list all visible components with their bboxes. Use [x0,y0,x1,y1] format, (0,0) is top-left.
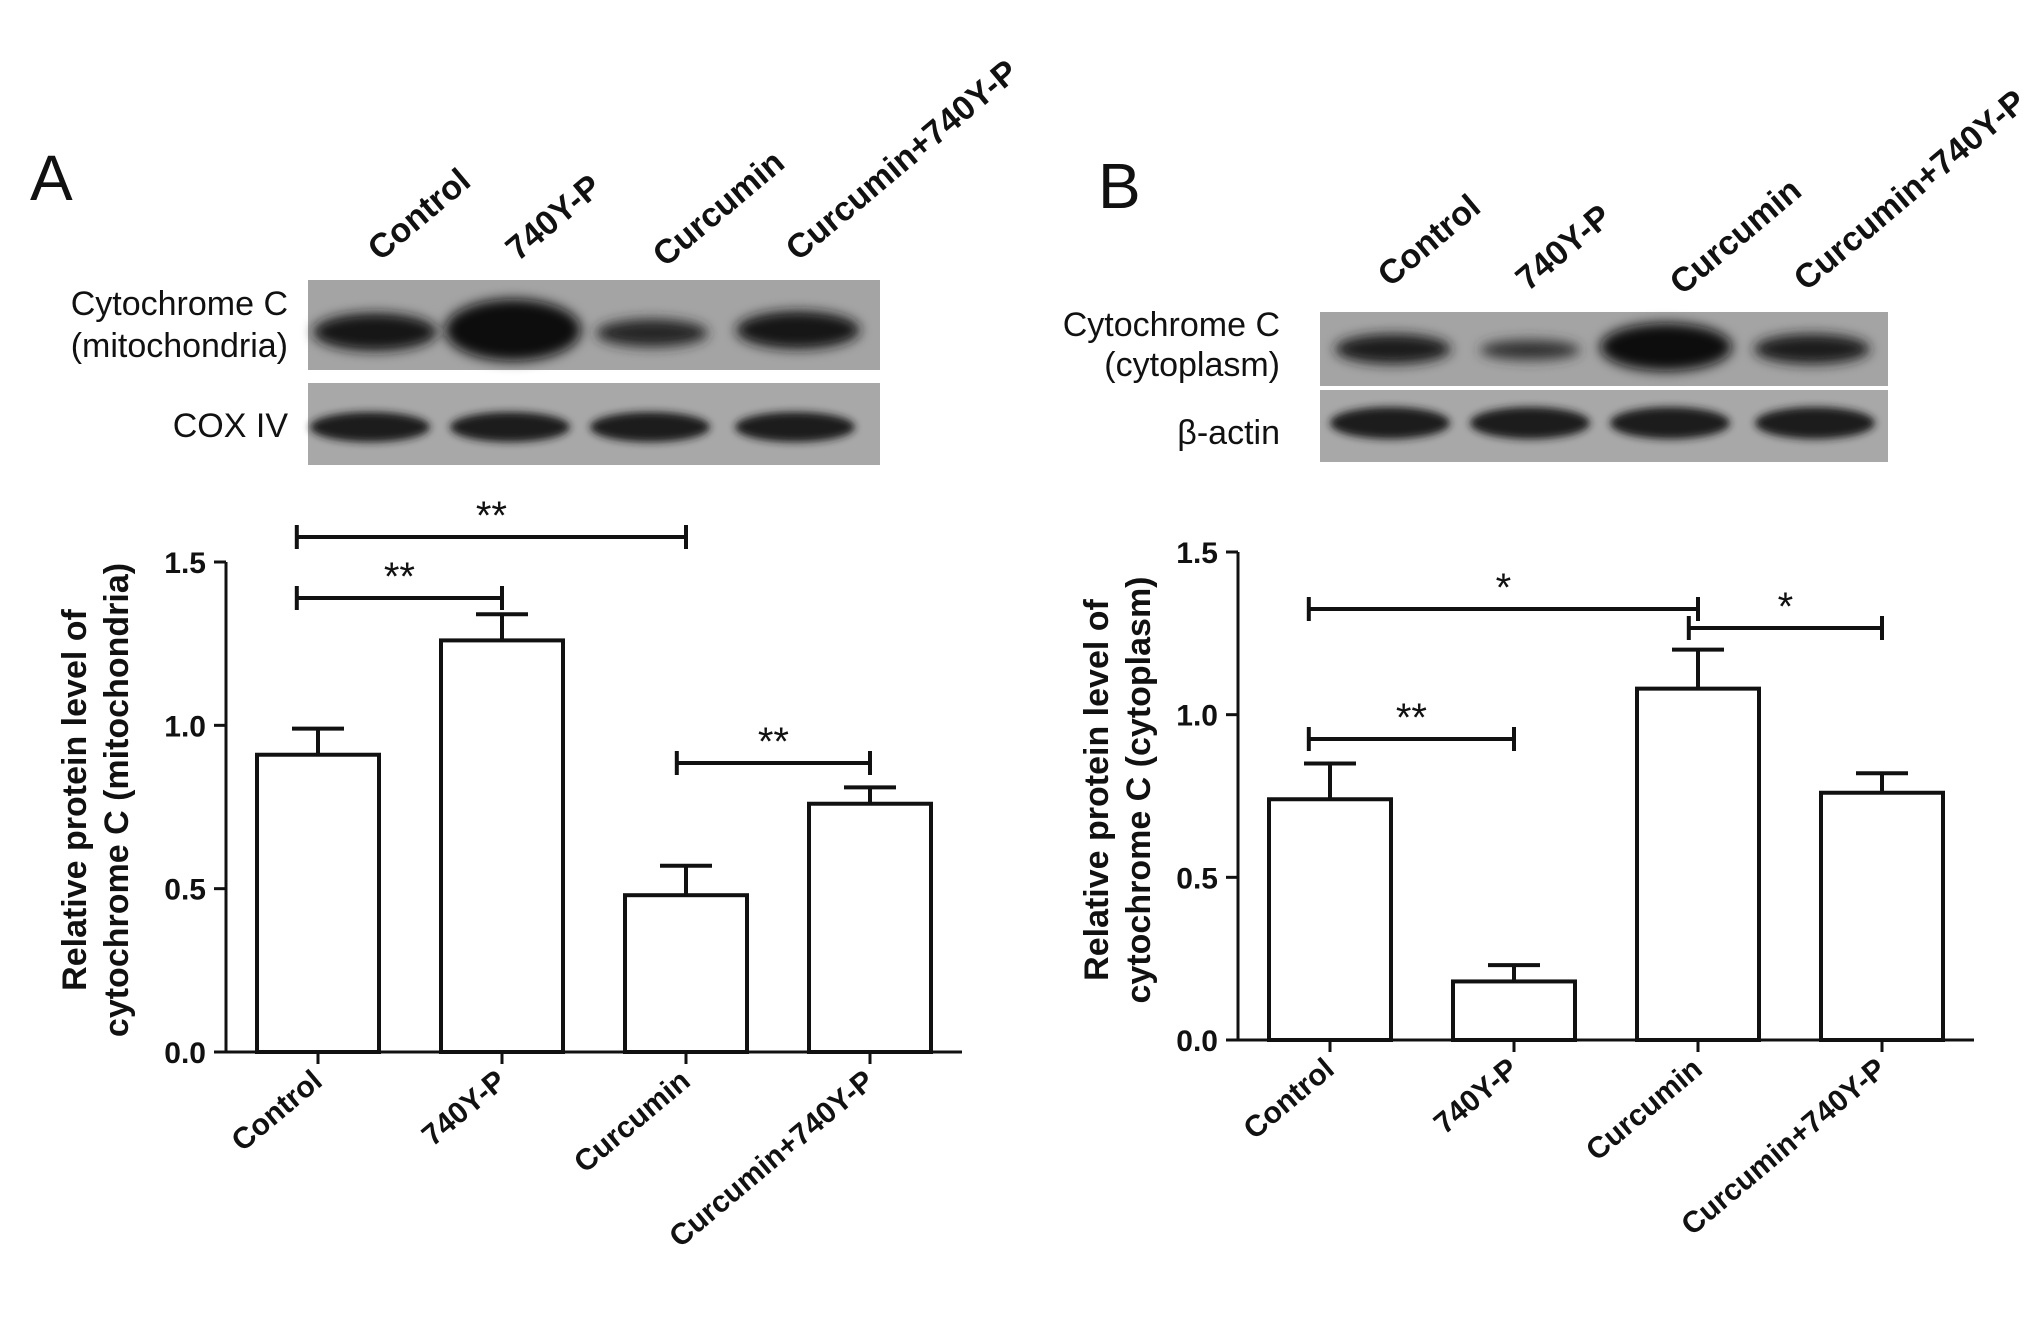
y-tick-label: 1.0 [164,710,206,743]
x-tick-label: 740Y-P [1428,1052,1525,1141]
band [736,311,860,349]
y-tick-label: 0.5 [1176,862,1218,895]
panel-b-row2-label: β-actin [1177,414,1280,452]
band [1470,407,1590,439]
band [1754,334,1870,364]
significance-label: ** [384,555,415,599]
panel-b-chart: 0.0 0.5 1.0 1.5 Control 740Y-P CurcuminCurcumi… [1176,537,1974,1242]
band [596,319,708,347]
panel-a-ylabel: Relative protein level of [56,608,94,990]
panel-b-ylabel: cytochrome C (cytoplasm) [1120,577,1158,1004]
band [590,412,710,442]
y-tick-label: 0.0 [164,1037,206,1070]
panel-a-chart: 0.0 0.5 1.0 1.5 Control 740Y-P CurcuminCurcumi… [164,494,962,1254]
panel-b-blot [1320,312,1888,462]
band [445,299,581,361]
significance-label: ** [476,494,507,538]
band [1480,340,1580,360]
panel-a-lane-label: 740Y-P [499,167,609,268]
panel-a-lane-label: Curcumin [646,143,792,274]
x-tick-label: Control [1238,1052,1341,1146]
x-tick-label: Control [226,1064,329,1158]
band [1600,323,1732,371]
band [735,412,855,442]
band [1610,407,1730,439]
panel-b-lane-label: Curcumin+740Y-P [1787,83,2031,299]
panel-a-bands-row2 [310,412,855,442]
x-tick-label: Curcumin [568,1064,696,1179]
bar [623,893,749,1055]
band [1330,407,1450,439]
significance-label: ** [1396,696,1427,740]
panel-b: B Control 740Y-P Curcumin Curcumin+740Y-… [1063,83,2031,1242]
panel-a-ylabel: cytochrome C (mitochondria) [98,563,136,1037]
panel-b-row1-label: Cytochrome C [1063,306,1280,344]
bar [255,752,381,1054]
y-tick-label: 0.5 [164,874,206,907]
panel-a: A Control 740Y-P Curcumin Curcumin+740Y-… [30,53,1025,1254]
panel-a-blot [308,280,880,465]
band [1335,334,1451,364]
panel-a-lane-label: Control [361,161,478,268]
x-tick-label: 740Y-P [416,1064,513,1153]
bar [439,638,565,1055]
band [310,412,430,442]
y-tick-label: 1.0 [1176,700,1218,733]
bar [1451,979,1577,1043]
x-tick-label: Curcumin+740Y-P [663,1064,880,1254]
panel-b-letter: B [1098,150,1141,222]
panel-b-lane-label: Curcumin [1663,171,1809,302]
panel-a-bands-row1 [313,299,860,361]
bar [807,801,933,1054]
x-tick-label: Curcumin [1580,1052,1708,1167]
significance-label: * [1778,585,1794,629]
significance-label: * [1496,566,1512,610]
band [313,313,437,351]
y-tick-label: 1.5 [1176,537,1218,570]
y-tick-label: 1.5 [164,547,206,580]
bar [1635,686,1761,1042]
panel-b-ylabel: Relative protein level of [1078,598,1116,980]
panel-a-row1-label: (mitochondria) [71,327,288,365]
panel-a-row2-label: COX IV [173,407,289,445]
panel-b-bands-row1 [1335,323,1870,371]
panel-b-lane-label: 740Y-P [1509,197,1619,298]
band [1755,407,1875,439]
panel-b-lane-label: Control [1371,187,1488,294]
y-tick-label: 0.0 [1176,1025,1218,1058]
band [450,412,570,442]
panel-a-row1-label: Cytochrome C [71,285,288,323]
significance-label: ** [758,720,789,764]
panel-b-row1-label: (cytoplasm) [1104,346,1280,384]
bar [1819,790,1945,1042]
panel-a-letter: A [30,142,73,214]
x-tick-label: Curcumin+740Y-P [1675,1052,1892,1242]
bar [1267,797,1393,1043]
panel-a-lane-label: Curcumin+740Y-P [779,53,1026,269]
panel-b-bands-row2 [1330,407,1875,439]
